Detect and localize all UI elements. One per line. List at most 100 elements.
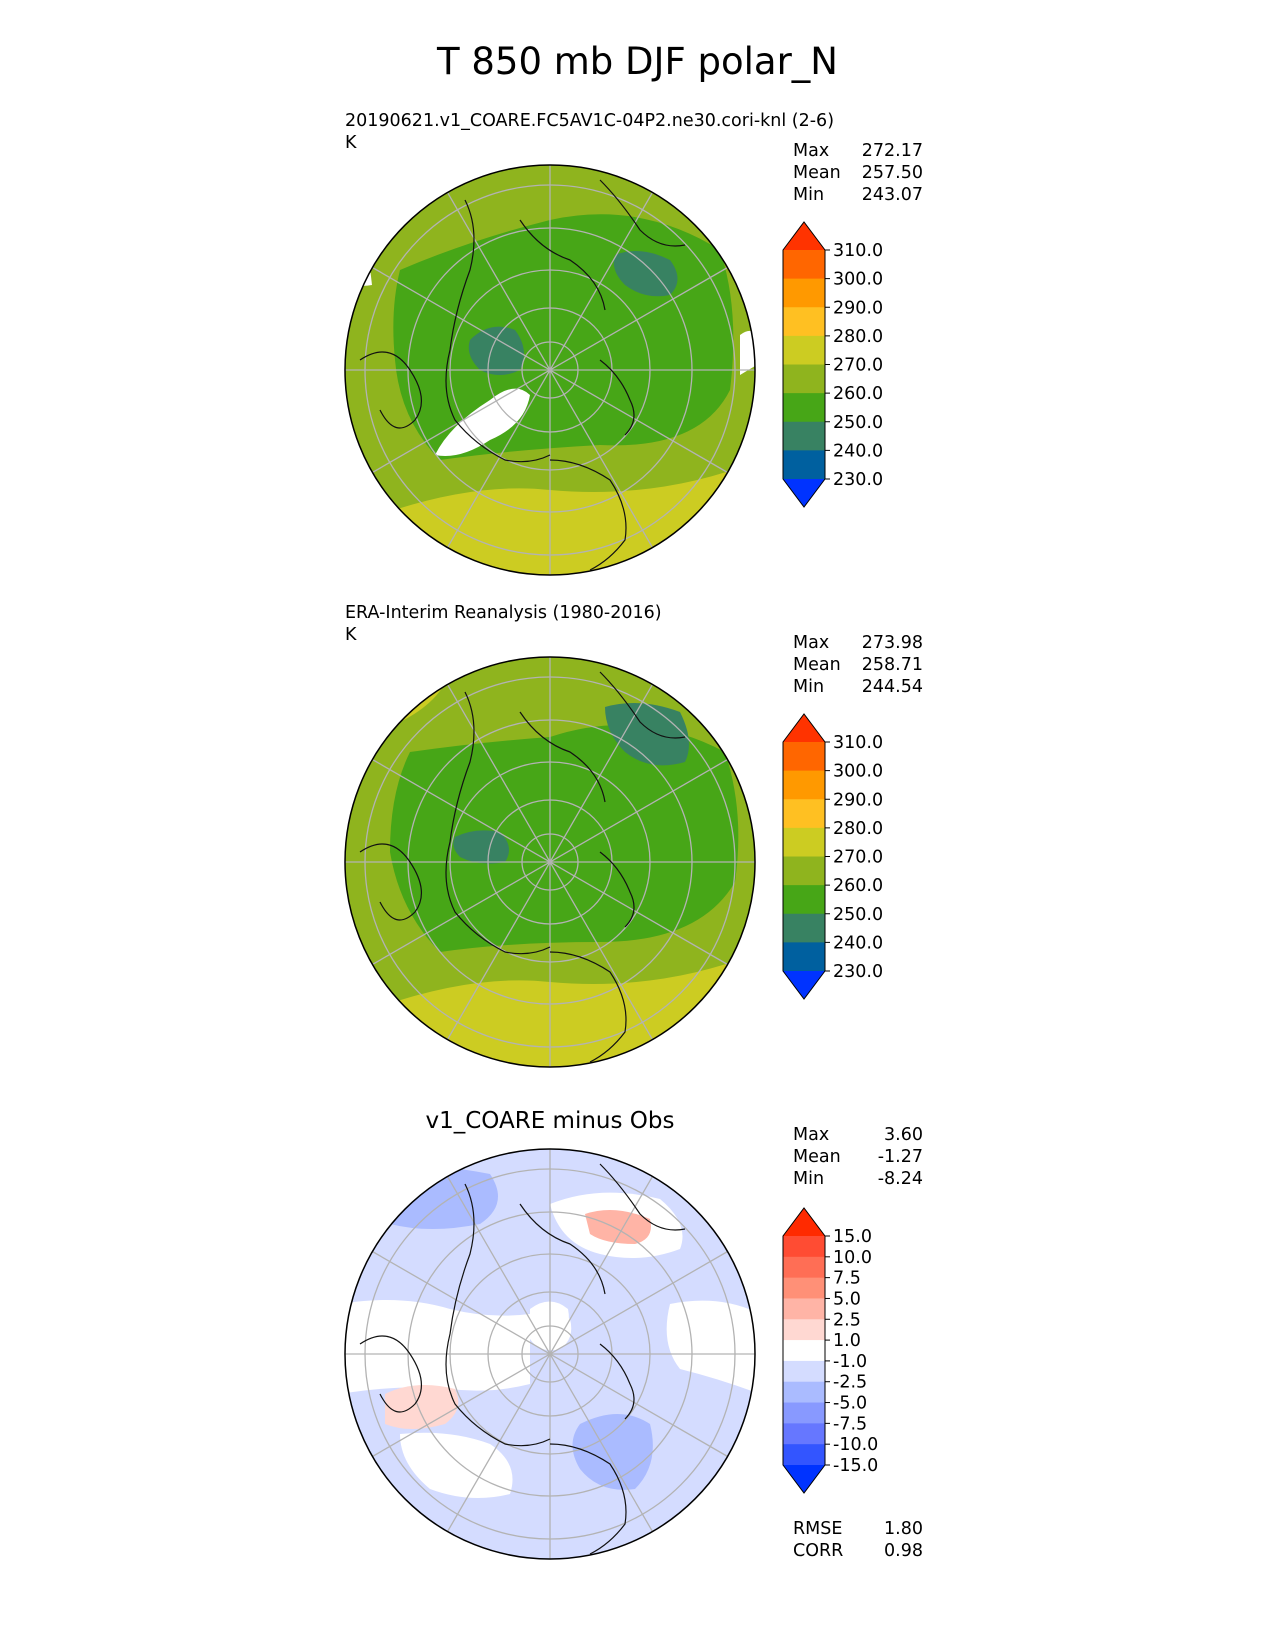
colorbar-swatch: [783, 222, 825, 250]
colorbar-swatch: [783, 335, 825, 365]
panel2-graticule: [345, 657, 755, 1067]
colorbar-swatch: [783, 1402, 825, 1424]
stat-max-value: 273.98: [861, 633, 923, 653]
stat-mean-label: Mean: [793, 655, 841, 675]
panel2-title: ERA-Interim Reanalysis (1980-2016): [345, 603, 662, 623]
colorbar-tick-label: 300.0: [833, 270, 883, 290]
colorbar-swatch: [783, 1340, 825, 1362]
panel3-colorbar: 15.010.07.55.02.51.0-1.0-2.5-5.0-7.5-10.…: [782, 1207, 878, 1494]
panel2-header: ERA-Interim Reanalysis (1980-2016) K: [345, 602, 662, 646]
colorbar-tick-label: 10.0: [833, 1248, 872, 1268]
panel3-boundary: [344, 1148, 756, 1560]
colorbar-swatch: [783, 827, 825, 857]
colorbar-tick-label: 230.0: [833, 470, 883, 490]
stat-max-label: Max: [793, 1125, 830, 1145]
stat-corr-value: 0.98: [884, 1541, 923, 1561]
panel3-coastlines: [359, 1163, 686, 1555]
colorbar-swatch: [783, 1298, 825, 1320]
stat-max-value: 272.17: [861, 141, 923, 161]
colorbar-swatch: [783, 1360, 825, 1383]
panel1-header: 20190621.v1_COARE.FC5AV1C-04P2.ne30.cori…: [345, 110, 834, 154]
colorbar-tick-label: 280.0: [833, 327, 883, 347]
colorbar-tick-label: -15.0: [833, 1456, 878, 1476]
panel1-polar-map: [344, 164, 756, 576]
stat-min-label: Min: [793, 1169, 825, 1189]
stat-max-label: Max: [793, 141, 830, 161]
stat-max-value: 3.60: [884, 1125, 923, 1145]
panel3-polar-map: [344, 1148, 756, 1560]
figure-title: T 850 mb DJF polar_N: [437, 40, 838, 83]
panel1-units: K: [345, 133, 357, 153]
colorbar-tick-label: 240.0: [833, 441, 883, 461]
colorbar-tick-label: 290.0: [833, 298, 883, 318]
stat-min-label: Min: [793, 677, 825, 697]
colorbar-swatch: [783, 307, 825, 337]
colorbar-tick-label: 260.0: [833, 876, 883, 896]
panel2-colorbar: 310.0 300.0 290.0 280.0 270.0 260.0 250.0 240.0…: [782, 713, 883, 1000]
colorbar-swatch: [783, 856, 825, 886]
stat-min-value: -8.24: [877, 1169, 923, 1189]
colorbar-tick-label: 250.0: [833, 413, 883, 433]
stat-mean-label: Mean: [793, 1147, 841, 1167]
panel1-title: 20190621.v1_COARE.FC5AV1C-04P2.ne30.cori…: [345, 111, 835, 131]
colorbar-tick-label: 310.0: [833, 733, 883, 753]
stat-mean-value: 257.50: [861, 163, 923, 183]
panel1-graticule: [345, 165, 755, 575]
colorbar-swatch: [783, 714, 825, 742]
panel1-coastlines: [359, 179, 686, 571]
colorbar-tick-label: 260.0: [833, 384, 883, 404]
colorbar-swatch: [783, 1256, 825, 1279]
panel2-coastlines: [359, 671, 686, 1063]
colorbar-swatch: [783, 799, 825, 829]
panel1-colorbar: 310.0 300.0 290.0 280.0 270.0 260.0 250.0 240.0…: [782, 221, 883, 508]
panel2-polar-map: [344, 656, 756, 1068]
colorbar-swatch: [783, 971, 825, 999]
stat-mean-value: 258.71: [861, 655, 923, 675]
colorbar-swatch: [783, 1465, 825, 1493]
colorbar-tick-label: 250.0: [833, 905, 883, 925]
stat-corr-label: CORR: [793, 1541, 844, 1561]
colorbar-swatch: [783, 942, 825, 972]
colorbar-swatch: [783, 1423, 825, 1445]
colorbar-swatch: [783, 885, 825, 915]
panel3-graticule: [345, 1149, 755, 1559]
colorbar-swatch: [783, 1208, 825, 1236]
colorbar-tick-label: 280.0: [833, 819, 883, 839]
stat-min-value: 243.07: [861, 185, 923, 205]
panel1-boundary: [344, 164, 756, 576]
stat-mean-label: Mean: [793, 163, 841, 183]
colorbar-tick-label: -5.0: [833, 1394, 867, 1414]
colorbar-tick-label: -2.5: [833, 1373, 867, 1393]
colorbar-swatch: [783, 1444, 825, 1466]
panel2-units: K: [345, 625, 357, 645]
colorbar-swatch: [783, 393, 825, 423]
colorbar-swatch: [783, 1277, 825, 1299]
colorbar-tick-label: 270.0: [833, 848, 883, 868]
colorbar-swatch: [783, 1319, 825, 1341]
colorbar-swatch: [783, 770, 825, 800]
panel3-metrics: RMSE 1.80 CORR 0.98: [793, 1518, 923, 1562]
panel2-stats: Max 273.98 Mean 258.71 Min 244.54: [793, 632, 923, 698]
colorbar-swatch: [783, 421, 825, 451]
stat-rmse-label: RMSE: [793, 1519, 843, 1539]
colorbar-tick-label: 270.0: [833, 356, 883, 376]
stat-min-label: Min: [793, 185, 825, 205]
stat-max-label: Max: [793, 633, 830, 653]
stat-rmse-value: 1.80: [884, 1519, 923, 1539]
colorbar-tick-label: 300.0: [833, 762, 883, 782]
colorbar-tick-label: 2.5: [833, 1310, 861, 1330]
stat-min-value: 244.54: [861, 677, 923, 697]
colorbar-swatch: [783, 450, 825, 480]
colorbar-swatch: [783, 250, 825, 280]
colorbar-tick-label: -1.0: [833, 1352, 867, 1372]
colorbar-tick-label: -10.0: [833, 1435, 878, 1455]
panel1-stats: Max 272.17 Mean 257.50 Min 243.07: [793, 140, 923, 206]
colorbar-tick-label: 240.0: [833, 933, 883, 953]
colorbar-swatch: [783, 742, 825, 772]
colorbar-tick-label: 15.0: [833, 1227, 872, 1247]
colorbar-swatch: [783, 1381, 825, 1404]
stat-mean-value: -1.27: [877, 1147, 923, 1167]
colorbar-tick-label: 7.5: [833, 1269, 861, 1289]
colorbar-tick-label: 1.0: [833, 1331, 861, 1351]
panel3-title: v1_COARE minus Obs: [425, 1108, 675, 1134]
